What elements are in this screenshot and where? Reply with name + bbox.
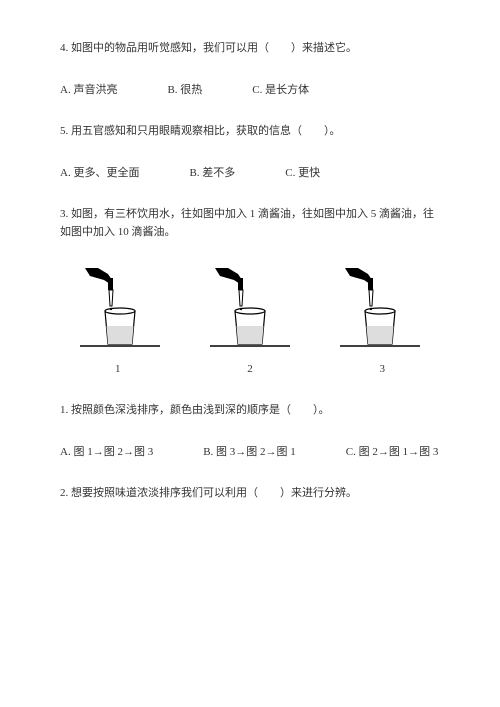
figure-2 (210, 266, 290, 351)
question-2: 2. 想要按照味道浓淡排序我们可以利用（ ）来进行分辨。 (60, 485, 440, 503)
figure-label-1: 1 (115, 361, 121, 379)
figure-label-2: 2 (247, 361, 253, 379)
option-5a: A. 更多、更全面 (60, 165, 139, 183)
option-4c: C. 是长方体 (252, 82, 309, 100)
option-1a: A. 图 1→图 2→图 3 (60, 444, 153, 462)
figure-labels: 1 2 3 (60, 361, 440, 379)
figure-label-3: 3 (380, 361, 386, 379)
option-1b: B. 图 3→图 2→图 1 (203, 444, 296, 462)
question-4-options: A. 声音洪亮 B. 很热 C. 是长方体 (60, 82, 440, 100)
question-5: 5. 用五官感知和只用眼睛观察相比，获取的信息（ ）。 (60, 123, 440, 141)
dropper-cup-icon (80, 266, 160, 351)
figures-row (60, 266, 440, 351)
option-4b: B. 很热 (167, 82, 202, 100)
question-1-options: A. 图 1→图 2→图 3 B. 图 3→图 2→图 1 C. 图 2→图 1… (60, 444, 440, 462)
option-1c: C. 图 2→图 1→图 3 (346, 444, 439, 462)
question-3-intro: 3. 如图，有三杯饮用水，往如图中加入 1 滴酱油，往如图中加入 5 滴酱油，往… (60, 206, 440, 241)
option-4a: A. 声音洪亮 (60, 82, 117, 100)
dropper-cup-icon (210, 266, 290, 351)
option-5c: C. 更快 (285, 165, 320, 183)
question-1-text: 1. 按照颜色深浅排序，颜色由浅到深的顺序是（ ）。 (60, 404, 330, 416)
question-1: 1. 按照颜色深浅排序，颜色由浅到深的顺序是（ ）。 (60, 402, 440, 420)
dropper-cup-icon (340, 266, 420, 351)
question-5-text: 5. 用五官感知和只用眼睛观察相比，获取的信息（ ）。 (60, 125, 341, 137)
question-4: 4. 如图中的物品用听觉感知，我们可以用（ ）来描述它。 (60, 40, 440, 58)
figure-3 (340, 266, 420, 351)
question-2-text: 2. 想要按照味道浓淡排序我们可以利用（ ）来进行分辨。 (60, 487, 357, 499)
option-5b: B. 差不多 (189, 165, 235, 183)
question-5-options: A. 更多、更全面 B. 差不多 C. 更快 (60, 165, 440, 183)
question-4-text: 4. 如图中的物品用听觉感知，我们可以用（ ）来描述它。 (60, 42, 357, 54)
question-3-intro-text: 3. 如图，有三杯饮用水，往如图中加入 1 滴酱油，往如图中加入 5 滴酱油，往… (60, 208, 434, 238)
figure-1 (80, 266, 160, 351)
